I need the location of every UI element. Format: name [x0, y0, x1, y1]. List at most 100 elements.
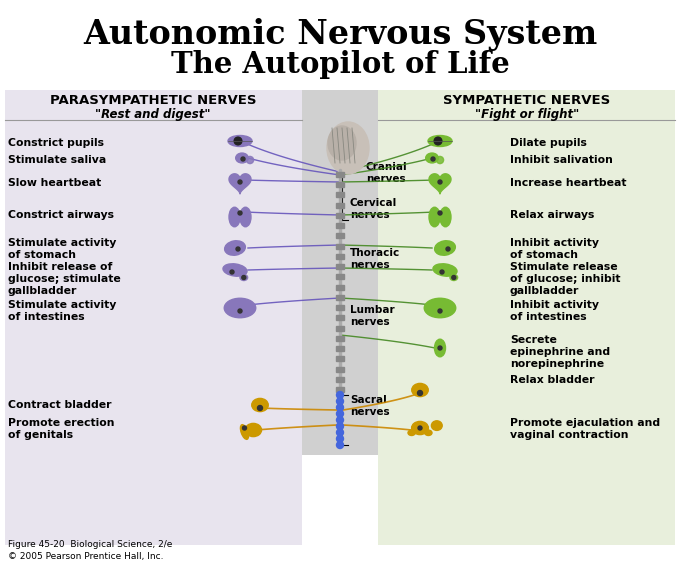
Bar [336, 264, 344, 269]
Ellipse shape [245, 424, 262, 437]
Text: Lumbar
nerves: Lumbar nerves [350, 305, 394, 327]
Ellipse shape [241, 425, 249, 439]
Ellipse shape [439, 305, 447, 310]
Text: Cervical
nerves: Cervical nerves [350, 198, 397, 219]
Bar [336, 254, 344, 259]
Text: PARASYMPATHETIC NERVES: PARASYMPATHETIC NERVES [50, 94, 256, 107]
Ellipse shape [240, 207, 251, 227]
Circle shape [418, 390, 422, 396]
Ellipse shape [239, 305, 248, 310]
Ellipse shape [228, 136, 252, 146]
Bar [336, 356, 344, 361]
Circle shape [238, 180, 242, 184]
Bar [378, 90, 675, 545]
Ellipse shape [246, 156, 254, 164]
Text: Stimulate activity
of intestines: Stimulate activity of intestines [8, 300, 116, 322]
Circle shape [438, 211, 442, 215]
Ellipse shape [435, 241, 456, 255]
Text: Figure 45-20  Biological Science, 2/e
© 2005 Pearson Prentice Hall, Inc.: Figure 45-20 Biological Science, 2/e © 2… [8, 540, 172, 561]
Ellipse shape [229, 207, 240, 227]
Circle shape [452, 275, 456, 279]
Text: Secrete
epinephrine and
norepinephrine: Secrete epinephrine and norepinephrine [510, 335, 610, 369]
Circle shape [230, 270, 234, 274]
Circle shape [418, 426, 422, 430]
Text: Autonomic Nervous System: Autonomic Nervous System [83, 18, 597, 51]
Text: Relax bladder: Relax bladder [510, 375, 594, 385]
Circle shape [337, 429, 343, 436]
Circle shape [440, 270, 444, 274]
Circle shape [337, 410, 343, 417]
Ellipse shape [428, 136, 452, 146]
Ellipse shape [233, 307, 241, 311]
Text: Inhibit salivation: Inhibit salivation [510, 155, 613, 165]
Circle shape [243, 426, 246, 430]
Circle shape [438, 180, 442, 184]
Text: Inhibit activity
of stomach: Inhibit activity of stomach [510, 238, 599, 260]
Ellipse shape [440, 207, 451, 227]
Circle shape [241, 157, 245, 161]
Circle shape [337, 435, 343, 442]
Ellipse shape [433, 264, 457, 276]
Bar [336, 367, 344, 372]
Circle shape [337, 423, 343, 430]
Circle shape [337, 398, 343, 405]
Ellipse shape [437, 156, 443, 164]
Circle shape [337, 442, 343, 449]
Text: Stimulate saliva: Stimulate saliva [8, 155, 106, 165]
Bar [5, 90, 302, 545]
Text: Thoracic
nerves: Thoracic nerves [350, 248, 401, 270]
Circle shape [438, 346, 442, 350]
Text: Stimulate activity
of stomach: Stimulate activity of stomach [8, 238, 116, 260]
Bar [336, 325, 344, 331]
Bar [336, 387, 344, 392]
Bar [336, 234, 344, 238]
Text: Promote erection
of genitals: Promote erection of genitals [8, 418, 114, 440]
Text: Slow heartbeat: Slow heartbeat [8, 178, 101, 188]
Text: Dilate pupils: Dilate pupils [510, 138, 587, 148]
Bar [302, 90, 378, 455]
Text: Inhibit release of
glucose; stimulate
gallbladder: Inhibit release of glucose; stimulate ga… [8, 262, 121, 296]
Polygon shape [229, 174, 251, 194]
Bar [336, 346, 344, 351]
Text: The Autopilot of Life: The Autopilot of Life [171, 50, 509, 79]
Ellipse shape [426, 305, 434, 310]
Text: Inhibit activity
of intestines: Inhibit activity of intestines [510, 300, 599, 322]
Ellipse shape [432, 307, 441, 311]
Bar [336, 182, 344, 187]
Text: Relax airways: Relax airways [510, 210, 594, 220]
Circle shape [337, 417, 343, 424]
Ellipse shape [224, 298, 256, 317]
Ellipse shape [429, 207, 440, 227]
Bar [336, 284, 344, 290]
Ellipse shape [425, 430, 432, 435]
Bar [336, 213, 344, 218]
Circle shape [431, 157, 435, 161]
Circle shape [236, 247, 240, 251]
Ellipse shape [412, 384, 428, 397]
Bar [336, 172, 344, 177]
Bar [336, 193, 344, 197]
Ellipse shape [225, 305, 234, 310]
Bar [336, 315, 344, 320]
Text: "Rest and digest": "Rest and digest" [95, 108, 211, 121]
Ellipse shape [247, 307, 255, 311]
Text: "Fight or flight": "Fight or flight" [475, 108, 579, 121]
Ellipse shape [223, 264, 247, 276]
Ellipse shape [327, 122, 369, 174]
Ellipse shape [431, 421, 442, 430]
Ellipse shape [426, 153, 439, 163]
Circle shape [438, 309, 442, 313]
Bar [336, 243, 344, 249]
Bar [336, 377, 344, 382]
Ellipse shape [252, 398, 268, 412]
Ellipse shape [236, 153, 248, 163]
Circle shape [446, 247, 450, 251]
Text: Constrict airways: Constrict airways [8, 210, 114, 220]
Circle shape [337, 404, 343, 411]
Ellipse shape [328, 126, 356, 160]
Circle shape [337, 392, 343, 398]
Text: Contract bladder: Contract bladder [8, 400, 112, 410]
Ellipse shape [450, 275, 458, 280]
Text: SYMPATHETIC NERVES: SYMPATHETIC NERVES [443, 94, 611, 107]
Text: Constrict pupils: Constrict pupils [8, 138, 104, 148]
